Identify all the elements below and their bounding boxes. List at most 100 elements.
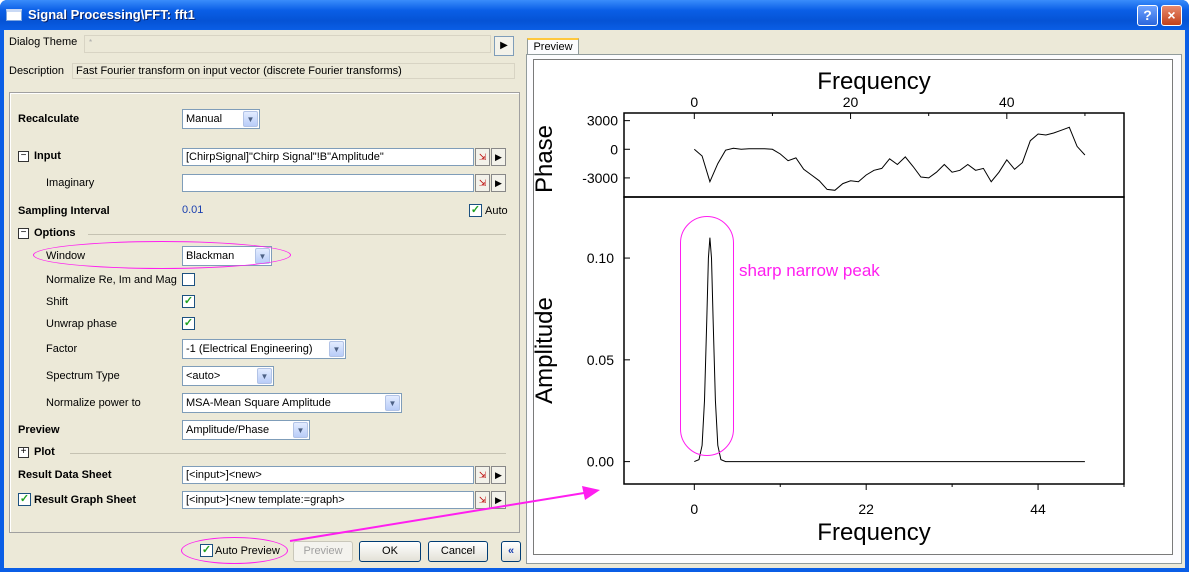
sampling-interval-value: 0.01 bbox=[182, 204, 204, 216]
dialog-theme-combo[interactable]: * bbox=[84, 35, 491, 53]
result-data-sheet-value: [<input>]<new> bbox=[186, 469, 262, 481]
input-value: [ChirpSignal]"Chirp Signal"!B"Amplitude" bbox=[186, 151, 384, 163]
collapse-preview-button[interactable]: « bbox=[501, 541, 521, 562]
annotation-arrowhead bbox=[582, 486, 600, 500]
result-data-menu-button[interactable]: ▶ bbox=[491, 466, 506, 484]
recalculate-value: Manual bbox=[186, 113, 223, 125]
normalize-power-combo[interactable]: MSA-Mean Square Amplitude ▼ bbox=[182, 393, 402, 413]
peak-annotation-text: sharp narrow peak bbox=[739, 261, 880, 280]
title-bar[interactable]: Signal Processing\FFT: fft1 ? × bbox=[0, 0, 1189, 30]
phase-x-tick-label: 40 bbox=[999, 94, 1015, 110]
result-data-sheet-field[interactable]: [<input>]<new> bbox=[182, 466, 474, 484]
phase-x-tick-label: 20 bbox=[843, 94, 859, 110]
amplitude-x-tick-label: 0 bbox=[690, 501, 698, 517]
imaginary-menu-button[interactable]: ▶ bbox=[491, 174, 506, 192]
amplitude-x-tick-label: 44 bbox=[1030, 501, 1046, 517]
auto-preview-highlight-ellipse bbox=[181, 537, 288, 564]
dialog-theme-value: * bbox=[89, 38, 93, 47]
window-highlight-ellipse bbox=[33, 241, 291, 269]
ok-button[interactable]: OK bbox=[359, 541, 421, 562]
sampling-auto-checkbox[interactable]: ✓ bbox=[469, 204, 482, 217]
shift-label: Shift bbox=[46, 296, 69, 308]
recalculate-combo[interactable]: Manual ▼ bbox=[182, 109, 260, 129]
close-button[interactable]: × bbox=[1161, 5, 1182, 26]
result-graph-sheet-field[interactable]: [<input>]<new template:=graph> bbox=[182, 491, 474, 509]
result-graph-menu-button[interactable]: ▶ bbox=[491, 491, 506, 509]
fft-graph: 0 20 40 3000 0 -3000 Frequency Phase 0.00 0.05 0.1… bbox=[531, 68, 1125, 546]
shift-checkbox[interactable]: ✓ bbox=[182, 295, 195, 308]
options-divider bbox=[88, 234, 506, 235]
plot-label: Plot bbox=[34, 446, 55, 458]
sampling-interval-label: Sampling Interval bbox=[18, 205, 110, 217]
sampling-auto-label: Auto bbox=[485, 205, 508, 217]
spectrum-type-combo[interactable]: <auto> ▼ bbox=[182, 366, 274, 386]
recalculate-label: Recalculate bbox=[18, 113, 80, 125]
amplitude-x-tick-label: 22 bbox=[858, 501, 874, 517]
chevron-down-icon: ▼ bbox=[243, 111, 258, 127]
phase-y-axis-title: Phase bbox=[534, 125, 558, 193]
chevron-down-icon: ▼ bbox=[329, 341, 344, 357]
input-collapse-toggle[interactable]: − bbox=[18, 151, 29, 162]
dialog-client: Dialog Theme * ▶ Description Fast Fourie… bbox=[4, 30, 1185, 568]
chevron-down-icon: ▼ bbox=[385, 395, 400, 411]
amplitude-y-tick-label: 0.05 bbox=[587, 352, 614, 368]
result-graph-select-icon[interactable]: ⇲ bbox=[475, 491, 490, 509]
phase-x-tick-label: 0 bbox=[690, 94, 698, 110]
result-graph-sheet-label: Result Graph Sheet bbox=[34, 494, 137, 506]
window-title: Signal Processing\FFT: fft1 bbox=[28, 7, 195, 22]
result-data-select-icon[interactable]: ⇲ bbox=[475, 466, 490, 484]
normalize-label: Normalize Re, Im and Mag bbox=[46, 274, 177, 286]
amplitude-plot-frame bbox=[623, 196, 1125, 485]
help-button[interactable]: ? bbox=[1137, 5, 1158, 26]
chevron-down-icon: ▼ bbox=[257, 368, 272, 384]
amplitude-x-axis-title: Frequency bbox=[817, 519, 930, 546]
imaginary-field[interactable] bbox=[182, 174, 474, 192]
factor-value: -1 (Electrical Engineering) bbox=[186, 343, 313, 355]
spectrum-type-label: Spectrum Type bbox=[46, 370, 120, 382]
preview-panel: 0 20 40 3000 0 -3000 Frequency Phase 0.00 0.05 0.1… bbox=[526, 54, 1182, 564]
unwrap-phase-checkbox[interactable]: ✓ bbox=[182, 317, 195, 330]
result-graph-sheet-value: [<input>]<new template:=graph> bbox=[186, 494, 345, 506]
factor-label: Factor bbox=[46, 343, 78, 355]
result-graph-sheet-checkbox[interactable]: ✓ bbox=[18, 493, 31, 506]
preview-combo[interactable]: Amplitude/Phase ▼ bbox=[182, 420, 310, 440]
phase-x-axis-title: Frequency bbox=[817, 68, 930, 95]
window-icon bbox=[6, 9, 22, 21]
peak-highlight-ellipse bbox=[680, 216, 734, 456]
amplitude-y-tick-label: 0.00 bbox=[587, 454, 614, 470]
amplitude-series-line bbox=[694, 237, 1085, 463]
plot-divider bbox=[70, 453, 506, 454]
phase-y-tick-label: 0 bbox=[610, 141, 618, 157]
phase-y-tick-label: -3000 bbox=[582, 170, 618, 186]
chevron-down-icon: ▼ bbox=[293, 422, 308, 438]
phase-y-tick-label: 3000 bbox=[587, 113, 618, 129]
preview-label: Preview bbox=[18, 424, 60, 436]
plot-expand-toggle[interactable]: + bbox=[18, 447, 29, 458]
phase-series-line bbox=[693, 126, 1086, 191]
settings-tree: Recalculate Manual ▼ − Input [ChirpSigna… bbox=[9, 92, 520, 533]
amplitude-y-tick-label: 0.10 bbox=[587, 250, 614, 266]
preview-value: Amplitude/Phase bbox=[186, 424, 270, 436]
imaginary-select-icon[interactable]: ⇲ bbox=[475, 174, 490, 192]
options-label: Options bbox=[34, 227, 76, 239]
input-field[interactable]: [ChirpSignal]"Chirp Signal"!B"Amplitude" bbox=[182, 148, 474, 166]
normalize-power-value: MSA-Mean Square Amplitude bbox=[186, 397, 331, 409]
description-text: Fast Fourier transform on input vector (… bbox=[76, 65, 402, 77]
tab-preview[interactable]: Preview bbox=[527, 38, 579, 55]
factor-combo[interactable]: -1 (Electrical Engineering) ▼ bbox=[182, 339, 346, 359]
input-label: Input bbox=[34, 150, 61, 162]
cancel-button[interactable]: Cancel bbox=[428, 541, 488, 562]
options-collapse-toggle[interactable]: − bbox=[18, 228, 29, 239]
imaginary-label: Imaginary bbox=[46, 177, 95, 189]
input-menu-button[interactable]: ▶ bbox=[491, 148, 506, 166]
graph-area: 0 20 40 3000 0 -3000 Frequency Phase 0.00 0.05 0.1… bbox=[531, 59, 1173, 555]
result-data-sheet-label: Result Data Sheet bbox=[18, 469, 112, 481]
theme-menu-button[interactable]: ▶ bbox=[494, 36, 514, 56]
normalize-checkbox[interactable] bbox=[182, 273, 195, 286]
unwrap-phase-label: Unwrap phase bbox=[46, 318, 117, 330]
normalize-power-label: Normalize power to bbox=[46, 397, 141, 409]
description-box: Fast Fourier transform on input vector (… bbox=[72, 63, 515, 79]
preview-button[interactable]: Preview bbox=[293, 541, 353, 562]
input-select-icon[interactable]: ⇲ bbox=[475, 148, 490, 166]
